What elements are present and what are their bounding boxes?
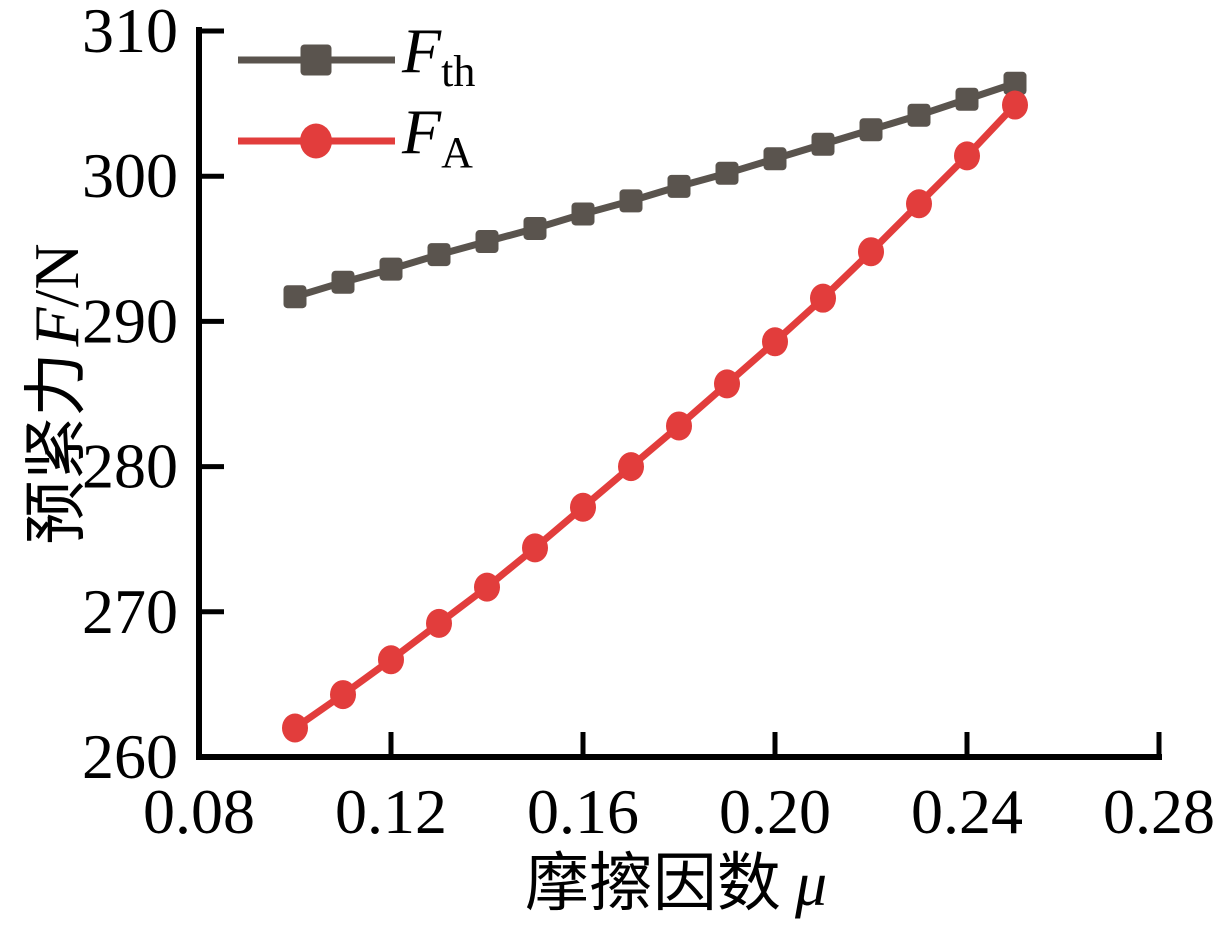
fth-marker <box>619 189 643 213</box>
legend-label-fth: Fth <box>401 15 475 96</box>
fth-marker <box>379 257 403 281</box>
y-tick-label: 270 <box>82 576 178 647</box>
fa-marker <box>1002 90 1028 120</box>
fth-marker <box>907 103 931 127</box>
fth-line <box>293 79 1017 301</box>
legend-circle-marker <box>300 123 332 159</box>
fa-marker <box>858 237 884 267</box>
y-tick-label: 280 <box>82 431 178 502</box>
fth-marker <box>571 202 595 226</box>
fth-marker <box>811 132 835 156</box>
fth-marker <box>667 174 691 198</box>
y-tick-label: 300 <box>82 140 178 211</box>
fa-marker <box>954 141 980 171</box>
fa-line <box>293 102 1018 731</box>
fth-marker <box>427 243 451 267</box>
x-tick-label: 0.12 <box>335 776 447 847</box>
legend-entry-fth: Fth <box>238 15 475 96</box>
fa-marker <box>426 608 452 638</box>
fa-marker <box>570 492 596 522</box>
fa-marker <box>714 369 740 399</box>
fa-marker <box>282 713 308 743</box>
x-tick-label: 0.20 <box>719 776 831 847</box>
fa-marker <box>762 327 788 357</box>
fa-marker <box>618 452 644 482</box>
y-tick-label: 310 <box>82 0 178 66</box>
x-tick-label: 0.28 <box>1103 776 1215 847</box>
fa-marker <box>474 572 500 602</box>
legend-entry-fa: FA <box>238 96 473 177</box>
fth-marker <box>523 216 547 240</box>
axis-lines <box>196 27 1162 760</box>
fa-marker <box>522 533 548 563</box>
fth-marker <box>859 118 883 142</box>
x-tick-label: 0.16 <box>527 776 639 847</box>
y-tick-label: 290 <box>82 285 178 356</box>
fth-marker <box>763 147 787 171</box>
fth-marker <box>475 230 499 254</box>
y-tick-label: 260 <box>82 721 178 792</box>
fth-marker <box>283 285 307 309</box>
fth-marker <box>715 161 739 185</box>
fa-marker <box>810 283 836 313</box>
fth-marker <box>955 87 979 111</box>
legend-square-marker <box>300 44 332 76</box>
x-tick-label: 0.08 <box>143 776 255 847</box>
fa-marker <box>330 680 356 710</box>
fa-marker <box>378 645 404 675</box>
x-tick-label: 0.24 <box>911 776 1023 847</box>
fth-marker <box>1003 71 1027 95</box>
fa-marker <box>906 189 932 219</box>
y-axis-label: 预紧力F/N <box>21 243 92 544</box>
fth-marker <box>331 270 355 294</box>
legend-label-fa: FA <box>401 96 473 177</box>
fa-marker <box>666 411 692 441</box>
x-axis-label: 摩擦因数 μ <box>525 848 827 919</box>
